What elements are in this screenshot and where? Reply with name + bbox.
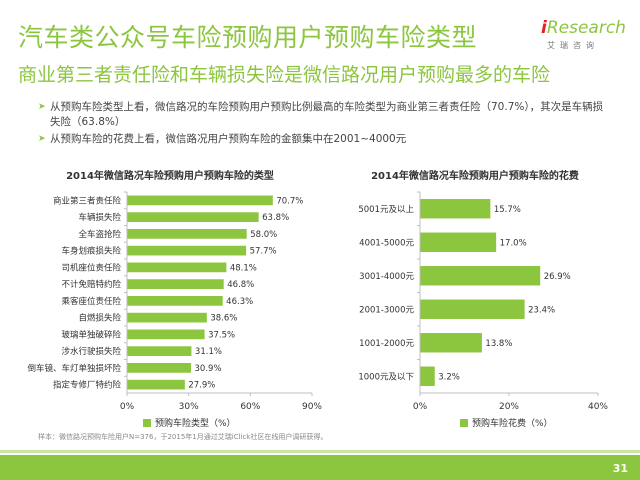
chart-title: 2014年微信路况车险预购用户预购车险的类型 xyxy=(66,169,274,182)
legend-swatch xyxy=(460,419,468,427)
value-label: 46.3% xyxy=(226,297,253,307)
value-label: 3.2% xyxy=(438,372,460,382)
bar xyxy=(420,199,491,219)
legend-label: 预购车险花费（%） xyxy=(472,417,553,429)
value-label: 26.9% xyxy=(544,272,571,282)
bullet-item: ➤ 从预购车险类型上看，微信路况的车险预购用户预购比例最高的车险类型为商业第三者… xyxy=(38,100,608,130)
value-label: 27.9% xyxy=(188,381,215,391)
logo-main: Research xyxy=(546,18,626,38)
bar xyxy=(127,262,227,273)
bar xyxy=(420,366,435,386)
category-label: 自燃损失险 xyxy=(78,313,121,324)
bar xyxy=(127,212,259,222)
value-label: 37.5% xyxy=(208,330,235,340)
value-label: 38.6% xyxy=(210,314,237,324)
x-tick-label: 90% xyxy=(302,402,322,412)
bullet-text: 从预购车险类型上看，微信路况的车险预购用户预购比例最高的车险类型为商业第三者责任… xyxy=(50,101,604,128)
footer-band xyxy=(0,455,640,480)
value-label: 63.8% xyxy=(262,213,289,223)
value-label: 13.8% xyxy=(485,339,512,349)
value-label: 15.7% xyxy=(494,205,521,215)
bullet-item: ➤ 从预购车险的花费上看，微信路况用户预购车险的金额集中在2001~4000元 xyxy=(38,132,608,147)
bar xyxy=(420,232,497,252)
value-label: 17.0% xyxy=(500,238,527,248)
x-tick-label: 60% xyxy=(240,402,260,412)
category-label: 2001-3000元 xyxy=(359,305,414,315)
logo-prefix: i xyxy=(541,18,547,38)
category-label: 涉水行驶损失险 xyxy=(61,346,121,357)
category-label: 4001-5000元 xyxy=(359,238,414,248)
value-label: 30.9% xyxy=(195,364,222,374)
logo-text: iResearch xyxy=(541,18,626,38)
category-label: 车身划痕损失险 xyxy=(61,246,121,257)
category-label: 1001-2000元 xyxy=(359,339,414,349)
x-tick-label: 40% xyxy=(588,402,608,412)
value-label: 70.7% xyxy=(276,196,303,206)
category-label: 司机座位责任险 xyxy=(61,262,121,273)
category-label: 5001元及以上 xyxy=(358,205,414,215)
value-label: 58.0% xyxy=(250,230,277,240)
summary-bullets: ➤ 从预购车险类型上看，微信路况的车险预购用户预购比例最高的车险类型为商业第三者… xyxy=(38,100,608,149)
bar xyxy=(127,195,273,206)
category-label: 3001-4000元 xyxy=(359,272,414,282)
value-label: 48.1% xyxy=(230,263,257,273)
arrow-bullet-icon: ➤ xyxy=(38,102,46,112)
x-tick-label: 30% xyxy=(179,402,199,412)
value-label: 31.1% xyxy=(195,347,222,357)
bar xyxy=(127,245,247,256)
footer-stripe xyxy=(0,450,640,453)
category-label: 全车盗抢险 xyxy=(78,229,121,240)
bar xyxy=(420,333,482,353)
category-label: 倒车镜、车灯单独损坏险 xyxy=(27,363,121,374)
category-label: 乘客座位责任险 xyxy=(61,296,121,307)
page-subtitle: 商业第三者责任险和车辆损失险是微信路况用户预购最多的车险 xyxy=(18,64,551,86)
legend-swatch xyxy=(143,419,151,427)
value-label: 57.7% xyxy=(250,247,277,257)
x-tick-label: 0% xyxy=(413,402,428,412)
x-tick-label: 20% xyxy=(499,402,519,412)
category-label: 车辆损失险 xyxy=(78,212,121,223)
page-number: 31 xyxy=(612,462,628,475)
arrow-bullet-icon: ➤ xyxy=(38,134,46,144)
bullet-text: 从预购车险的花费上看，微信路况用户预购车险的金额集中在2001~4000元 xyxy=(50,133,407,145)
bar xyxy=(127,279,224,289)
category-label: 1000元及以下 xyxy=(358,372,414,382)
bar xyxy=(127,346,192,356)
bar xyxy=(127,329,205,340)
bar xyxy=(127,312,207,323)
x-tick-label: 0% xyxy=(120,402,135,412)
bar xyxy=(127,379,185,390)
bar xyxy=(127,363,192,373)
sample-note: 样本：微信路况预购车险用户N=376，于2015年1月通过艾瑞iClick社区在… xyxy=(38,433,328,441)
logo-subtitle: 艾瑞咨询 xyxy=(547,41,599,50)
category-label: 指定专修厂特约险 xyxy=(53,380,122,391)
value-label: 23.4% xyxy=(528,305,555,315)
value-label: 46.8% xyxy=(227,280,254,290)
bar xyxy=(127,296,223,306)
legend-label: 预购车险类型（%） xyxy=(155,417,236,429)
category-label: 不计免赔特约险 xyxy=(61,279,121,290)
chart-title: 2014年微信路况车险预购用户预购车险的花费 xyxy=(371,169,579,182)
bar xyxy=(127,229,247,239)
insurance-spend-chart: 2014年微信路况车险预购用户预购车险的花费 5001元及以上 15.7% 4001-… xyxy=(358,169,608,429)
category-label: 商业第三者责任险 xyxy=(53,195,122,206)
page-title: 汽车类公众号车险预购用户预购车险类型 xyxy=(18,23,478,52)
bar xyxy=(420,266,541,286)
iresearch-logo: iResearch 艾瑞咨询 xyxy=(541,18,629,58)
bar xyxy=(420,299,525,319)
category-label: 玻璃单独破碎险 xyxy=(61,329,121,340)
